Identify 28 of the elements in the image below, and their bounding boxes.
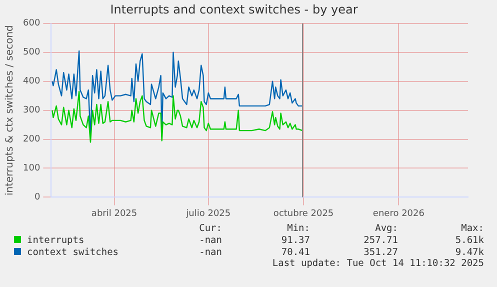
x-tick-label: octubre 2025 bbox=[273, 208, 334, 219]
text: 70.41 bbox=[280, 246, 310, 258]
text: 9.47k bbox=[454, 246, 484, 258]
x-tick-label: julio 2025 bbox=[185, 208, 231, 219]
y-tick-label: 0 bbox=[34, 192, 40, 203]
y-axis-title: interrupts & ctx switches / second bbox=[4, 25, 16, 196]
y-tick-label: 500 bbox=[22, 48, 40, 58]
text: -nan bbox=[198, 234, 222, 246]
text: Cur: bbox=[198, 222, 222, 234]
text: Min: bbox=[286, 222, 310, 234]
text: Max: bbox=[460, 222, 484, 234]
y-tick-label: 200 bbox=[22, 134, 40, 145]
text: 351.27 bbox=[362, 246, 398, 258]
legend-label: interrupts bbox=[26, 234, 86, 246]
x-tick-label: abril 2025 bbox=[91, 208, 138, 219]
legend-label: context switches bbox=[26, 246, 120, 258]
y-tick-label: 600 bbox=[22, 18, 40, 29]
chart-title: Interrupts and context switches - by year bbox=[110, 2, 358, 16]
text: 5.61k bbox=[454, 234, 484, 246]
text: Avg: bbox=[374, 222, 398, 234]
text: 91.37 bbox=[280, 234, 310, 246]
y-tick-label: 400 bbox=[22, 76, 40, 87]
text: 257.71 bbox=[362, 234, 398, 246]
text: -nan bbox=[198, 246, 222, 258]
text: Last update: Tue Oct 14 11:10:32 2025 bbox=[271, 258, 484, 270]
y-tick-label: 100 bbox=[22, 164, 40, 174]
y-tick-label: 300 bbox=[22, 106, 40, 116]
x-tick-label: enero 2026 bbox=[372, 208, 425, 219]
